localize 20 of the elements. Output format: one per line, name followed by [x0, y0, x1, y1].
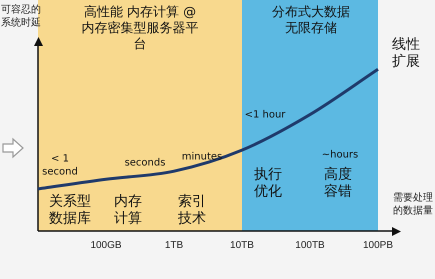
x-axis-title: 需要处理的数据量: [393, 192, 433, 217]
annotation: seconds: [124, 158, 166, 169]
y-axis-title: 可容忍的系统时延: [1, 4, 41, 29]
annotation: < 1 second: [42, 154, 78, 178]
x-tick-label: 100GB: [90, 240, 122, 251]
annotation: 线性扩展: [392, 36, 420, 70]
annotation: 索引技术: [177, 194, 206, 227]
annotation: 执行优化: [254, 166, 282, 200]
annotation: 内存计算: [114, 194, 142, 227]
annotation: <1 hour: [244, 110, 286, 121]
x-tick-label: 1TB: [164, 240, 184, 251]
annotation: 关系型数据库: [49, 194, 91, 227]
text: 高性能 内存计算 @内存密集型服务器平台: [82, 4, 198, 52]
annotation: minutes: [182, 152, 222, 163]
x-tick-label: 100PB: [362, 240, 394, 251]
x-tick-label: 10TB: [230, 240, 254, 251]
annotation: 高度容错: [324, 166, 352, 200]
annotation: ~hours: [322, 150, 358, 161]
text: 分布式大数据无限存储: [272, 4, 350, 36]
x-tick-label: 100TB: [295, 240, 326, 251]
